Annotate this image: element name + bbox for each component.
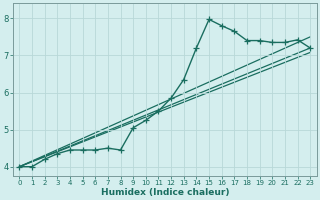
X-axis label: Humidex (Indice chaleur): Humidex (Indice chaleur) (100, 188, 229, 197)
